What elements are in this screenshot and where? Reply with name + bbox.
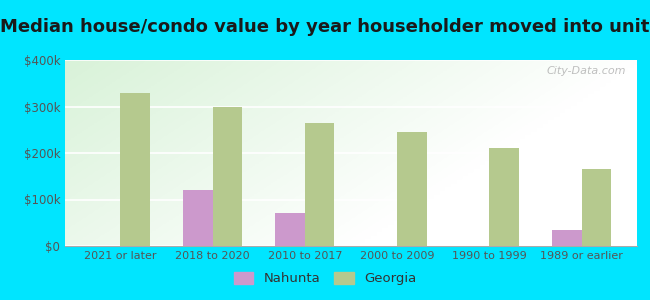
Bar <box>305 123 334 246</box>
Bar <box>489 148 519 246</box>
Text: Median house/condo value by year householder moved into unit: Median house/condo value by year househo… <box>0 18 650 36</box>
Bar <box>582 169 611 246</box>
Legend: Nahunta, Georgia: Nahunta, Georgia <box>228 266 422 290</box>
Bar <box>552 230 582 246</box>
Bar <box>120 92 150 246</box>
Bar <box>397 132 426 246</box>
Bar <box>213 106 242 246</box>
Bar <box>183 190 213 246</box>
Bar <box>276 214 305 246</box>
Text: City-Data.com: City-Data.com <box>546 66 625 76</box>
